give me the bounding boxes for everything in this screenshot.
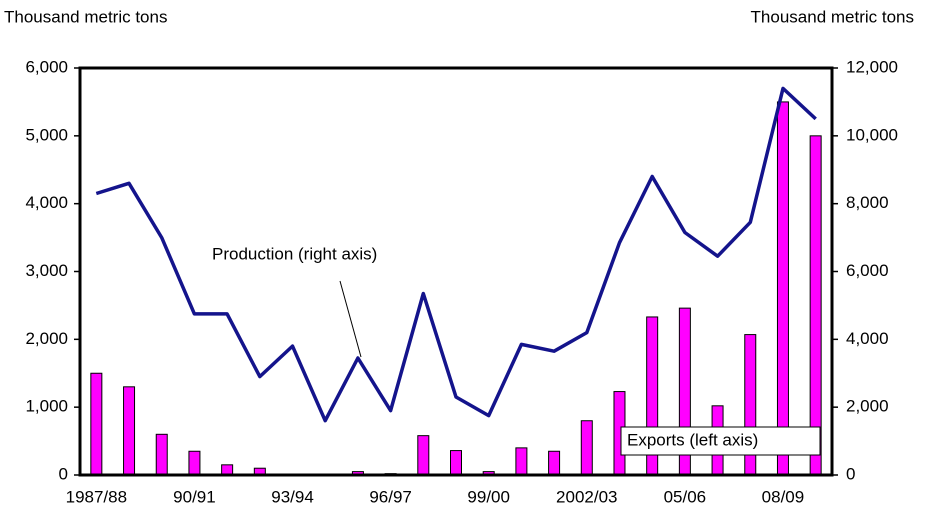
bar (90, 372, 103, 476)
x-tick-label: 1987/88 (66, 487, 127, 506)
y-tick-label: 6,000 (25, 57, 68, 76)
x-tick-label: 2002/03 (556, 487, 617, 506)
leader-line (339, 280, 362, 358)
annotation-box (620, 426, 821, 456)
y-tick-label: 2,000 (25, 329, 68, 348)
y2-tick-label: 2,000 (846, 397, 889, 416)
bar (123, 386, 136, 476)
y2-tick-label: 12,000 (846, 57, 898, 76)
line (95, 86, 817, 423)
y2-axis-label: Thousand metric tons (751, 7, 914, 26)
bar (548, 450, 561, 476)
y2-tick-label: 4,000 (846, 329, 889, 348)
x-tick-label: 90/91 (173, 487, 216, 506)
bar (221, 464, 234, 476)
y-tick-label: 3,000 (25, 261, 68, 280)
series-annotation: Exports (left axis) (627, 430, 758, 449)
bar (515, 447, 528, 476)
bar (809, 135, 822, 476)
x-tick-label: 08/09 (762, 487, 805, 506)
bar (450, 450, 462, 476)
x-tick-label: 05/06 (664, 487, 707, 506)
y-tick-label: 0 (59, 464, 68, 483)
plot-frame (78, 66, 834, 477)
series-annotation: Production (right axis) (212, 244, 377, 263)
y2-tick-label: 8,000 (846, 193, 889, 212)
x-tick-label: 99/00 (467, 487, 510, 506)
bar (776, 101, 789, 476)
y-tick-label: 5,000 (25, 125, 68, 144)
y2-tick-label: 0 (846, 464, 855, 483)
x-tick-label: 93/94 (271, 487, 314, 506)
y-axis-label: Thousand metric tons (4, 7, 167, 26)
y2-tick-label: 10,000 (846, 125, 898, 144)
y-tick-label: 4,000 (25, 193, 68, 212)
bar (155, 433, 168, 476)
bar (188, 450, 201, 476)
bar (580, 420, 593, 476)
bar (417, 435, 430, 476)
y-tick-label: 1,000 (25, 397, 68, 416)
y2-tick-label: 6,000 (846, 261, 889, 280)
x-tick-label: 96/97 (369, 487, 412, 506)
